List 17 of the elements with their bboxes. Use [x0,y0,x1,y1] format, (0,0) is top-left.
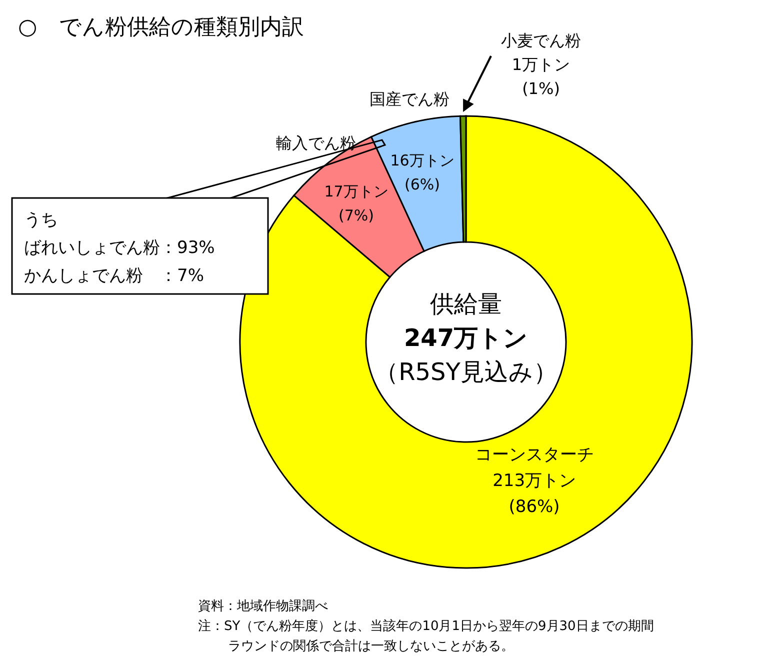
text: 247万トン [404,324,528,352]
text: 注：SY（でん粉年度）とは、当該年の10月1日から翌年の9月30日までの期間 [198,618,654,634]
text: （R5SY見込み） [374,358,558,386]
slice-label: コーンスターチ [474,444,594,465]
text: ラウンドの関係で合計は一致しないことがある。 [228,639,514,654]
data-label: 213万トン (86%) [492,470,576,517]
chart-title: ○ でん粉供給の種類別内訳 [18,15,304,40]
text: かんしょでん粉 ：7% [24,266,204,286]
data-label: 17万トン (7%) [324,182,388,225]
text: 資料：地域作物課調べ [198,599,328,614]
text: ばれいしょでん粉：93% [24,238,215,258]
data-label: 1万トン (1%) [512,55,570,98]
slice-label: 小麦でん粉 [501,31,581,50]
data-label: 16万トン (6%) [390,152,454,194]
slice-label: 国産でん粉 [370,89,450,108]
text: うち [24,210,58,230]
text: 供給量 [430,290,502,318]
